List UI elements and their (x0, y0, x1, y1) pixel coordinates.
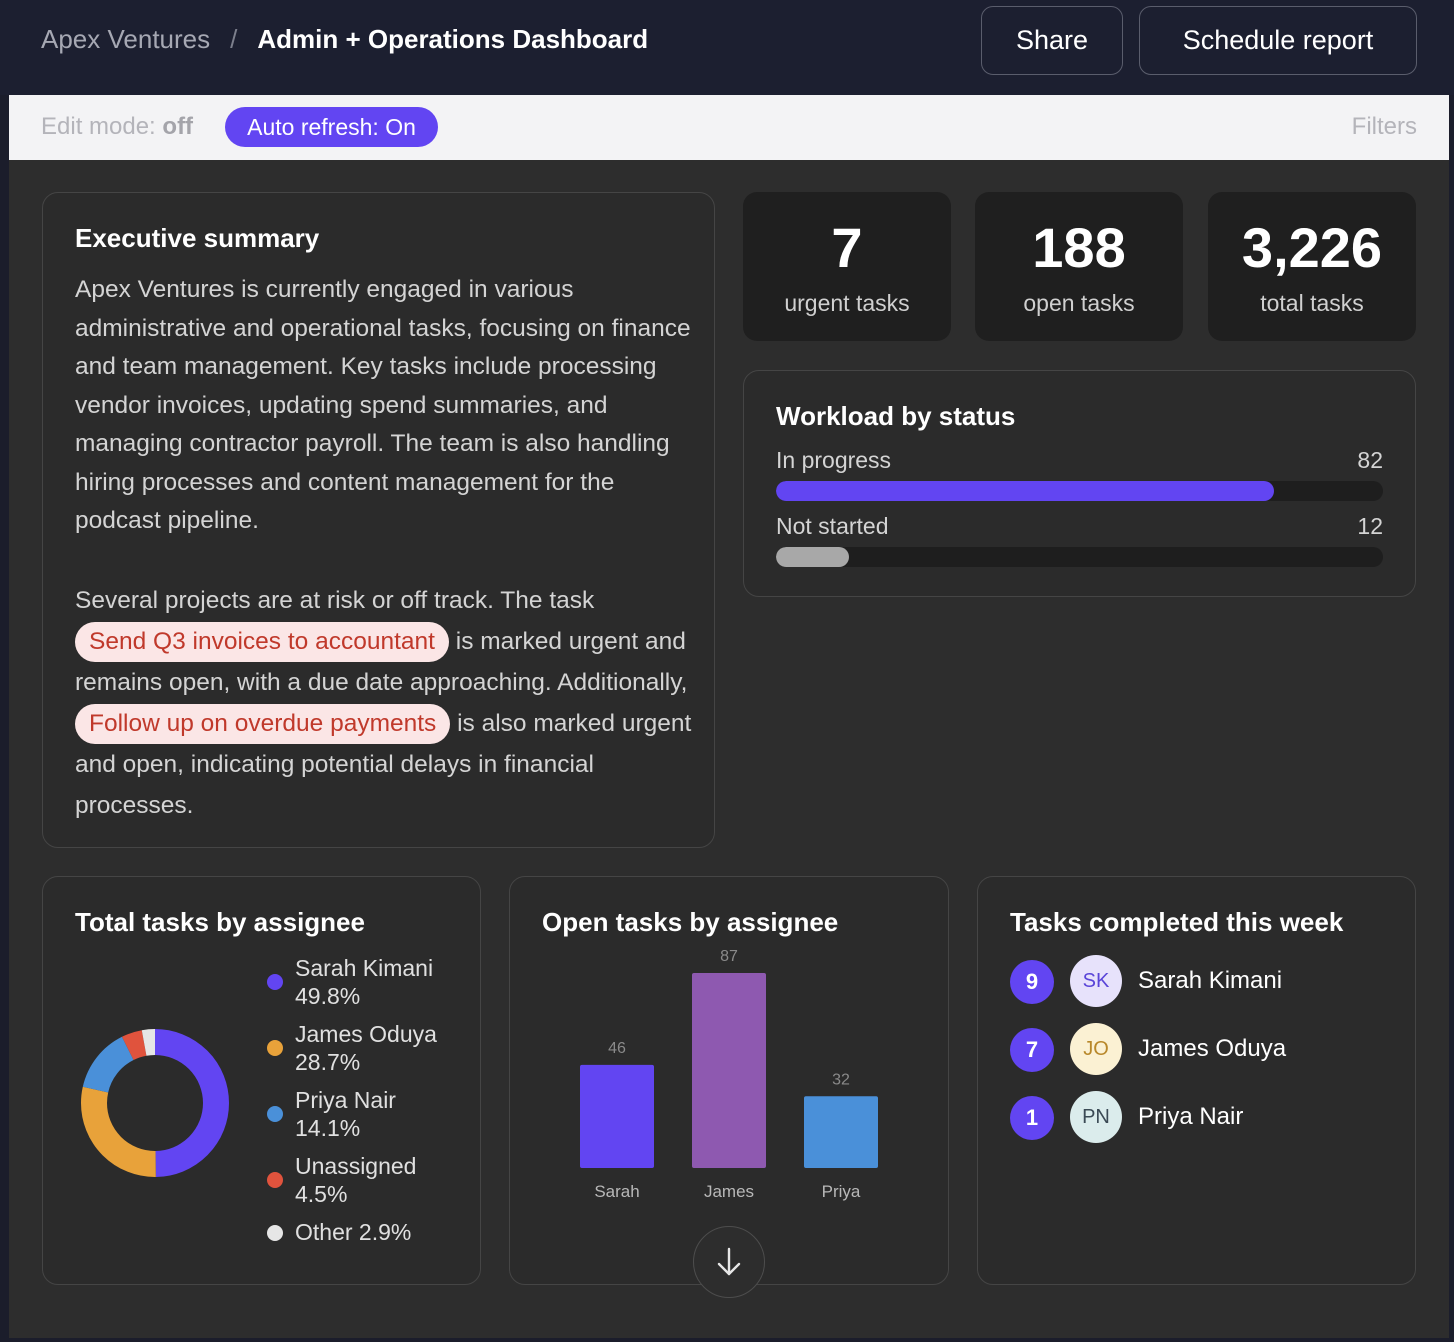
summary-text-part: Several projects are at risk or off trac… (75, 587, 595, 614)
summary-paragraph-1: Apex Ventures is currently engaged in va… (75, 276, 691, 534)
avatar: SK (1070, 955, 1122, 1007)
stat-label: total tasks (1260, 290, 1364, 316)
progress-track (776, 547, 1383, 567)
workload-label: Not started (776, 513, 889, 539)
tasks-completed-card: Tasks completed this week 9 SK Sarah Kim… (977, 876, 1416, 1285)
donut-slice-other[interactable] (81, 1029, 229, 1177)
schedule-report-button[interactable]: Schedule report (1139, 6, 1417, 75)
legend-name: Unassigned (295, 1153, 417, 1179)
legend-dot (267, 1040, 283, 1056)
stat-urgent-tasks[interactable]: 7 urgent tasks (743, 192, 951, 341)
legend-dot (267, 1172, 283, 1188)
legend-percent: 4.5% (295, 1181, 348, 1207)
total-tasks-by-assignee-card: Total tasks by assignee Sarah Kimani 49.8… (42, 876, 481, 1285)
workload-count: 82 (1357, 447, 1383, 473)
bar-priya[interactable] (804, 1096, 878, 1168)
summary-title: Executive summary (75, 223, 320, 253)
share-button[interactable]: Share (981, 6, 1123, 75)
bar-value-label: 46 (608, 1040, 626, 1057)
legend-percent: 49.8% (295, 983, 361, 1009)
assignee-name: James Oduya (1138, 1035, 1287, 1062)
legend-name: Priya Nair (295, 1087, 396, 1113)
completed-count-badge: 9 (1010, 960, 1054, 1004)
breadcrumb: Apex Ventures / Admin + Operations Dashb… (41, 24, 648, 55)
completed-row[interactable]: 1 PN Priya Nair (1010, 1091, 1400, 1145)
assignee-chart-title: Total tasks by assignee (75, 907, 365, 937)
donut-slice-james-oduya[interactable] (81, 1029, 229, 1177)
bar-value-label: 87 (720, 948, 738, 965)
legend-name: Sarah Kimani (295, 955, 434, 981)
legend-dot (267, 974, 283, 990)
arrow-down-icon (717, 1247, 741, 1276)
dashboard-canvas: Executive summary Apex Ventures is curre… (9, 160, 1449, 1338)
completed-title: Tasks completed this week (1010, 907, 1344, 937)
completed-count-badge: 7 (1010, 1028, 1054, 1072)
avatar: JO (1070, 1023, 1122, 1075)
open-chart-title: Open tasks by assignee (542, 907, 839, 937)
stat-open-tasks[interactable]: 188 open tasks (975, 192, 1183, 341)
edit-mode-value: off (162, 113, 194, 140)
toolbar: Edit mode: off Auto refresh: On Filters (9, 95, 1449, 160)
progress-fill (776, 481, 1274, 501)
breadcrumb-separator: / (230, 24, 238, 54)
breadcrumb-root[interactable]: Apex Ventures (41, 24, 211, 54)
bar-sarah[interactable] (580, 1064, 654, 1168)
task-chip-follow-up-payments[interactable]: Follow up on overdue payments (75, 704, 451, 744)
stat-value: 7 (831, 216, 863, 279)
workload-count: 12 (1357, 513, 1383, 539)
top-bar: Apex Ventures / Admin + Operations Dashb… (0, 0, 1454, 95)
assignee-name: Priya Nair (1138, 1103, 1244, 1130)
bar-james[interactable] (692, 973, 766, 1168)
auto-refresh-toggle[interactable]: Auto refresh: On (225, 107, 438, 147)
legend-label: Other 2.9% (295, 1219, 412, 1245)
executive-summary-card: Executive summary Apex Ventures is curre… (42, 192, 715, 848)
legend-dot (267, 1225, 283, 1241)
legend-name: James Oduya (295, 1021, 437, 1047)
completed-count-badge: 1 (1010, 1096, 1054, 1140)
completed-row[interactable]: 9 SK Sarah Kimani (1010, 955, 1400, 1009)
assignee-name: Sarah Kimani (1138, 967, 1283, 994)
stat-label: open tasks (1023, 290, 1135, 316)
filters-button[interactable]: Filters (1351, 113, 1417, 140)
page-title: Admin + Operations Dashboard (257, 24, 649, 54)
task-chip-send-q3-invoices[interactable]: Send Q3 invoices to accountant (75, 622, 449, 662)
completed-row[interactable]: 7 JO James Oduya (1010, 1023, 1400, 1077)
stat-label: urgent tasks (784, 290, 910, 316)
bar-category-label: James (704, 1182, 754, 1201)
edit-mode-label: Edit mode: (41, 113, 156, 140)
donut-chart (81, 1029, 229, 1177)
edit-mode-toggle[interactable]: Edit mode: off (41, 113, 193, 141)
workload-label: In progress (776, 447, 892, 473)
stat-value: 3,226 (1241, 216, 1383, 279)
workload-by-status-card: Workload by status In progress 82 Not st… (743, 370, 1416, 597)
open-tasks-by-assignee-card: Open tasks by assignee 46 Sarah 87 James 32 P… (509, 876, 949, 1285)
avatar: PN (1070, 1091, 1122, 1143)
scroll-down-button[interactable] (693, 1226, 765, 1298)
legend-percent: 28.7% (295, 1049, 361, 1075)
summary-text-part: is marked urgent and remains open, with … (75, 628, 688, 696)
stat-value: 188 (1032, 216, 1126, 279)
progress-fill (776, 547, 849, 567)
bar-category-label: Priya (822, 1182, 861, 1201)
bar-chart: 46 Sarah 87 James 32 Priya (580, 948, 878, 1201)
workload-title: Workload by status (776, 401, 1016, 431)
legend-percent: 14.1% (295, 1115, 361, 1141)
legend-dot (267, 1106, 283, 1122)
summary-text-part: is also marked urgent and open, indicati… (75, 710, 692, 819)
bar-value-label: 32 (832, 1071, 850, 1088)
stat-total-tasks[interactable]: 3,226 total tasks (1208, 192, 1416, 341)
progress-track (776, 481, 1383, 501)
bar-category-label: Sarah (594, 1182, 639, 1201)
summary-paragraph-2: Several projects are at risk or off trac… (75, 580, 700, 826)
